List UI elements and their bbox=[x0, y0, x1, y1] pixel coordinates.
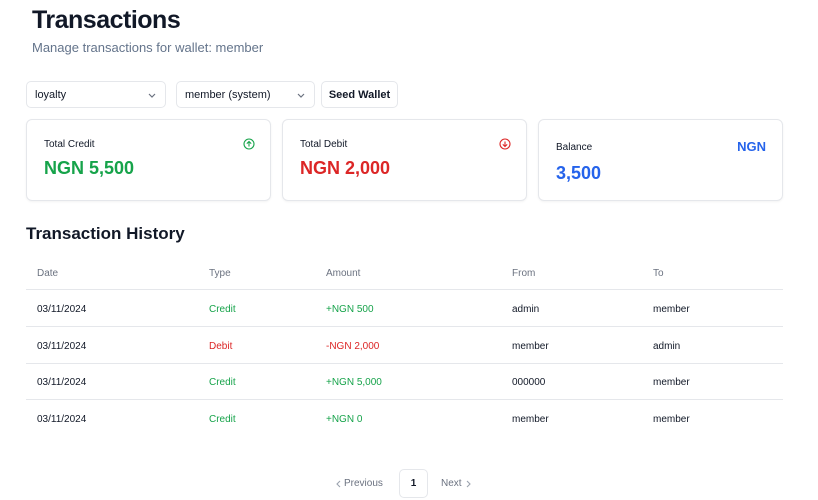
column-header: From bbox=[512, 268, 536, 279]
cell: Debit bbox=[209, 341, 233, 352]
card-value: 3,500 bbox=[556, 163, 602, 183]
debit-icon bbox=[499, 138, 511, 150]
card-value: NGN 2,000 bbox=[300, 158, 391, 178]
card-label: Total Debit bbox=[300, 139, 348, 150]
cell: member bbox=[653, 304, 690, 315]
card-currency: NGN bbox=[737, 139, 766, 154]
column-header: To bbox=[653, 268, 664, 279]
column-header: Amount bbox=[326, 268, 361, 279]
cell: +NGN 5,000 bbox=[326, 377, 382, 388]
page-subtitle: Manage transactions for wallet: member bbox=[32, 40, 264, 55]
select-value: member (system) bbox=[185, 88, 271, 101]
seed-wallet-button[interactable]: Seed Wallet bbox=[321, 81, 398, 108]
cell: member bbox=[653, 377, 690, 388]
cell: Credit bbox=[209, 304, 236, 315]
balance-card: Balance NGN 3,500 bbox=[538, 119, 783, 201]
previous-label: Previous bbox=[344, 478, 383, 489]
header-divider bbox=[26, 289, 783, 290]
next-button[interactable]: Next bbox=[441, 469, 474, 498]
cell: Credit bbox=[209, 377, 236, 388]
page-button[interactable]: 1 bbox=[399, 469, 428, 498]
cell: 03/11/2024 bbox=[37, 414, 87, 425]
cell: +NGN 500 bbox=[326, 304, 374, 315]
section-title: Transaction History bbox=[26, 224, 185, 243]
cell: +NGN 0 bbox=[326, 414, 363, 425]
page-title: Transactions bbox=[32, 6, 181, 34]
cell: admin bbox=[512, 304, 540, 315]
credit-icon bbox=[243, 138, 255, 150]
select-value: loyalty bbox=[35, 88, 67, 101]
chevron-right bbox=[466, 480, 471, 487]
table-row: 03/11/2024 Debit -NGN 2,000 member admin bbox=[26, 327, 783, 364]
debit-card: Total Debit NGN 2,000 bbox=[282, 119, 527, 201]
cell: 03/11/2024 bbox=[37, 377, 87, 388]
table-row: 03/11/2024 Credit +NGN 500 admin member bbox=[26, 290, 783, 327]
cell: admin bbox=[653, 341, 681, 352]
cell: member bbox=[512, 341, 549, 352]
cell: member bbox=[512, 414, 549, 425]
next-label: Next bbox=[441, 478, 462, 489]
previous-button[interactable]: Previous bbox=[334, 469, 383, 498]
chevron bbox=[148, 93, 156, 98]
credit-card: Total Credit NGN 5,500 bbox=[26, 119, 271, 201]
cell: 03/11/2024 bbox=[37, 341, 87, 352]
cell: member bbox=[653, 414, 690, 425]
wallet-select[interactable]: member (system) bbox=[176, 81, 315, 108]
cell: 03/11/2024 bbox=[37, 304, 87, 315]
table-row: 03/11/2024 Credit +NGN 0 member member bbox=[26, 400, 783, 437]
chevron-left bbox=[336, 480, 341, 487]
card-value: NGN 5,500 bbox=[44, 158, 135, 178]
cell: Credit bbox=[209, 414, 236, 425]
column-header: Date bbox=[37, 268, 59, 279]
wallet-type-select[interactable]: loyalty bbox=[26, 81, 166, 108]
chevron bbox=[297, 93, 305, 98]
card-label: Total Credit bbox=[44, 139, 95, 150]
table-row: 03/11/2024 Credit +NGN 5,000 000000 memb… bbox=[26, 363, 783, 400]
card-label: Balance bbox=[556, 142, 593, 153]
column-header: Type bbox=[209, 268, 231, 279]
cell: 000000 bbox=[512, 377, 546, 388]
cell: -NGN 2,000 bbox=[326, 341, 380, 352]
